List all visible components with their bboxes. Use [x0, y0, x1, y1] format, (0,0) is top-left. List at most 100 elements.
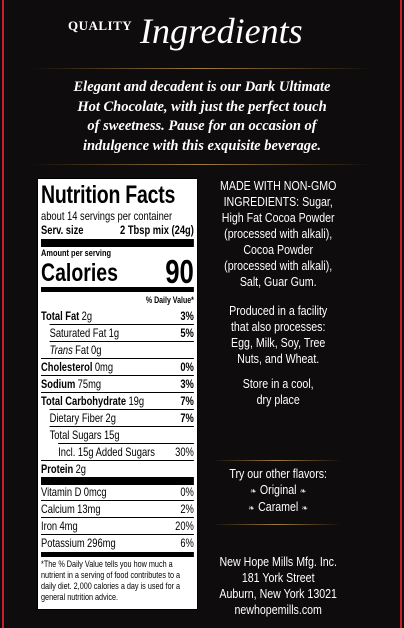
calories-value: 90	[165, 253, 194, 290]
footnote-line: general nutrition advice.	[41, 592, 119, 602]
nutrient-row: Total Carbohydrate 19g 7%	[41, 392, 194, 409]
nutrient-row: Dietary Fiber 2g 7%	[49, 409, 194, 426]
storage-line: Store in a cool,	[242, 377, 314, 391]
divider	[212, 460, 342, 461]
nutrient-row: Total Fat 2g 3%	[41, 308, 194, 324]
nutrient-amount: 2g	[81, 309, 93, 323]
flavors-text: Try our other flavors: OriginalCaramel	[200, 466, 356, 516]
storage: Store in a cool, dry place	[200, 376, 356, 408]
nutrient-row: Incl. 15g Added Sugars 30%	[58, 443, 194, 460]
nutrient-label: Total Sugars	[49, 428, 102, 442]
vitamin-row: Potassium 296mg 6%	[41, 534, 194, 551]
nutrient-row: Cholesterol 0mg 0%	[41, 358, 194, 375]
vitamin-dv: 0%	[180, 485, 194, 499]
nutrient-dv: 7%	[180, 411, 194, 425]
facility: Produced in a facility that also processe…	[200, 303, 356, 367]
nutrient-amount: 0mg	[94, 360, 114, 374]
header-quality: QUALITY	[68, 18, 133, 33]
edge-stripe	[400, 0, 402, 628]
flavors-heading: Try our other flavors:	[229, 467, 328, 481]
flavors: Try our other flavors: OriginalCaramel	[200, 466, 356, 516]
vitamin-row: Calcium 13mg 2%	[41, 500, 194, 517]
nutrient-dv: 3%	[180, 377, 194, 391]
storage-line: dry place	[256, 393, 300, 407]
calories-label: Calories	[41, 259, 118, 287]
nutrient-amount: 19g	[128, 394, 145, 408]
bar	[41, 477, 194, 485]
calories: Calories 90	[41, 253, 194, 292]
divider	[212, 524, 342, 525]
ingredients: MADE WITH NON-GMO INGREDIENTS: Sugar, High…	[200, 178, 356, 290]
serving-size: Serv. size 2 Tbsp mix (24g)	[41, 223, 194, 247]
ingredients-line: MADE WITH NON-GMO	[220, 179, 337, 193]
nutrient-row: Sodium 75mg 3%	[41, 375, 194, 392]
vitamin-amount: 296mg	[87, 536, 116, 550]
vitamin-amount: 4mg	[59, 519, 78, 533]
nutrient-row: Saturated Fat 1g 5%	[49, 324, 194, 341]
nutrient-row: Protein 2g	[41, 460, 194, 477]
nutrient-label: Cholesterol	[41, 360, 93, 374]
nutrient-label: Sodium	[41, 377, 76, 391]
divider	[30, 164, 374, 165]
nutrient-amount: 15g	[103, 428, 120, 442]
nutrition-inner: Nutrition Facts about 14 servings per co…	[41, 181, 194, 603]
nutrient-label: Dietary Fiber	[49, 411, 104, 425]
nutrition-panel: Nutrition Facts about 14 servings per co…	[37, 178, 198, 610]
address-line: newhopemills.com	[234, 603, 322, 617]
address: New Hope Mills Mfg. Inc. 181 York Street A…	[200, 554, 356, 618]
dv-header: % Daily Value*	[145, 295, 194, 305]
nutrient-label: Protein	[41, 462, 74, 476]
nutrient-amount: 2g	[75, 462, 87, 476]
facility-line: Produced in a facility	[229, 304, 328, 318]
nutrient-dv: 3%	[180, 309, 194, 323]
address-line: 181 York Street	[241, 571, 315, 585]
footnote-line: nutrient in a serving of food contribute…	[41, 570, 181, 580]
vitamin-label: Calcium	[41, 502, 75, 516]
ingredients-line: (processed with alkali),	[224, 259, 333, 273]
storage-text: Store in a cool, dry place	[200, 376, 356, 408]
vitamin-row: Vitamin D 0mcg 0%	[41, 484, 194, 500]
nutrient-amount: 2g	[105, 411, 116, 425]
edge-stripe	[2, 0, 4, 628]
facility-line: Nuts, and Wheat.	[237, 352, 320, 366]
facility-line: Egg, Milk, Soy, Tree	[231, 336, 326, 350]
serving-size-label: Serv. size	[41, 223, 84, 237]
ingredients-line: (processed with alkali),	[224, 227, 333, 241]
intro-line: Elegant and decadent is our Dark Ultimat…	[73, 79, 331, 95]
servings: about 14 servings per container	[41, 209, 173, 223]
address-text: New Hope Mills Mfg. Inc. 181 York Street A…	[200, 554, 356, 618]
footnote-line: *The % Daily Value tells you how much a	[41, 559, 173, 569]
nutrient-amount: 0g	[91, 343, 102, 357]
intro-line: indulgence with this exquisite beverage.	[82, 137, 322, 154]
nutrient-label: Incl. 15g Added Sugars	[58, 445, 155, 459]
facility-line: that also processes:	[230, 320, 326, 334]
flavor-item: Original	[200, 482, 356, 499]
nutrient-amount: 75mg	[77, 377, 102, 391]
nutrient-label: Fat	[75, 343, 89, 357]
address-line: New Hope Mills Mfg. Inc.	[219, 555, 337, 569]
nutrient-dv: 7%	[180, 394, 194, 408]
vitamin-amount: 0mcg	[83, 485, 107, 499]
intro-line: of sweetness. Pause for an occasion of	[87, 118, 317, 134]
serving-size-value: 2 Tbsp mix (24g)	[120, 223, 194, 237]
footnote-line: daily diet. 2,000 calories a day is used…	[41, 581, 181, 591]
vitamin-dv: 20%	[175, 519, 194, 533]
vitamin-row: Iron 4mg 20%	[41, 517, 194, 534]
bar	[41, 552, 194, 557]
nutrient-dv: 0%	[180, 360, 194, 374]
intro-line: Hot Chocolate, with just the perfect tou…	[77, 98, 327, 115]
intro: Elegant and decadent is our Dark Ultimat…	[20, 78, 384, 156]
ingredients-text: MADE WITH NON-GMO INGREDIENTS: Sugar, High…	[200, 178, 356, 290]
nutrient-label: Total Fat	[41, 309, 80, 323]
nutrient-label: Total Carbohydrate	[41, 394, 127, 408]
nutrient-row: Total Sugars 15g	[49, 426, 194, 443]
vitamin-rows: Vitamin D 0mcg 0% Calcium 13mg 2% Iron 4mg 20% Po…	[41, 484, 194, 551]
ingredients-line: Cocoa Powder	[243, 243, 314, 257]
facility-text: Produced in a facility that also processe…	[200, 303, 356, 367]
address-line: Auburn, New York 13021	[219, 587, 337, 601]
ingredients-line: Salt, Guar Gum.	[239, 275, 317, 289]
nutrient-dv: 5%	[180, 326, 194, 340]
nutrient-label-italic: Trans	[49, 343, 73, 357]
